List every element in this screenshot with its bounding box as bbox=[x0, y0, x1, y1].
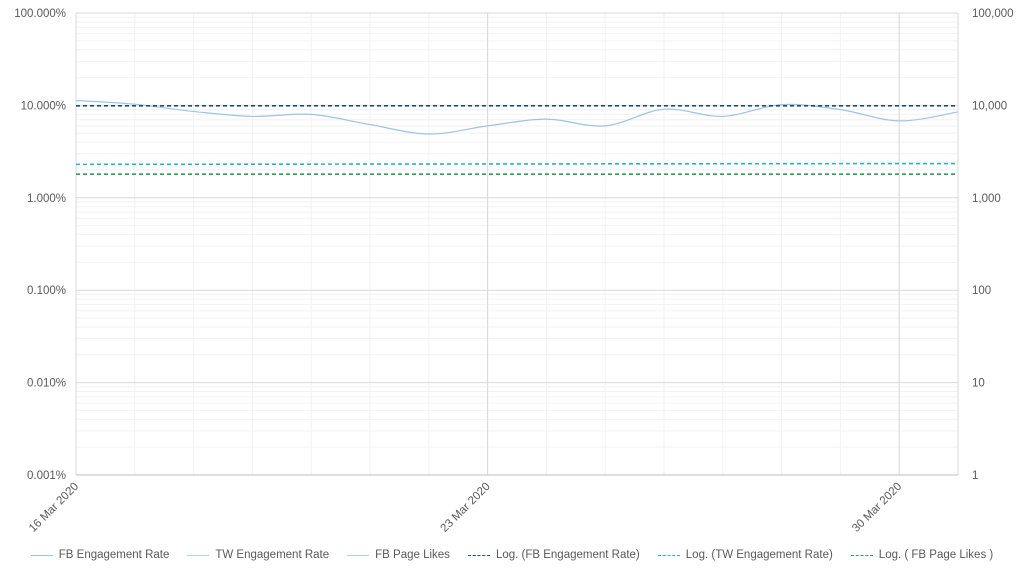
right-axis-tick-label: 100 bbox=[972, 285, 991, 297]
legend-label: Log. (FB Engagement Rate) bbox=[495, 549, 640, 561]
legend-item: Log. (TW Engagement Rate) bbox=[657, 549, 833, 561]
legend-swatch bbox=[347, 554, 370, 556]
legend: FB Engagement Rate TW Engagement Rate FB P… bbox=[0, 549, 1024, 561]
right-axis-tick-labels: 1 10 100 1,000 10,000 100,000 bbox=[972, 8, 1014, 482]
left-axis-tick-label: 100.000% bbox=[14, 8, 66, 20]
legend-swatch bbox=[30, 554, 53, 556]
legend-swatch bbox=[467, 554, 490, 556]
plot-frame bbox=[75, 13, 959, 476]
right-axis-tick-label: 1 bbox=[972, 470, 978, 482]
legend-swatch bbox=[850, 554, 873, 556]
legend-label: Log. ( FB Page Likes ) bbox=[878, 549, 994, 561]
legend-item: FB Engagement Rate bbox=[30, 549, 170, 561]
legend-item: TW Engagement Rate bbox=[187, 549, 329, 561]
major-gridlines bbox=[75, 12, 958, 476]
legend-label: Log. (TW Engagement Rate) bbox=[685, 549, 833, 561]
left-axis-tick-label: 0.010% bbox=[27, 378, 66, 390]
left-axis-tick-label: 0.100% bbox=[27, 285, 66, 297]
legend-item: FB Page Likes bbox=[347, 549, 450, 561]
x-axis-tick-label: 30 Mar 2020 bbox=[850, 481, 904, 535]
series-layer bbox=[75, 99, 959, 176]
series-line-log-tw-engagement-rate bbox=[75, 162, 959, 166]
legend-label: FB Page Likes bbox=[375, 549, 450, 561]
legend-item: Log. ( FB Page Likes ) bbox=[850, 549, 994, 561]
x-axis-tick-label: 23 Mar 2020 bbox=[439, 481, 493, 535]
left-axis-tick-label: 10.000% bbox=[21, 100, 66, 112]
legend-swatch bbox=[187, 554, 210, 556]
right-axis-tick-label: 10,000 bbox=[972, 100, 1007, 112]
left-axis-tick-labels: 0.001% 0.010% 0.100% 1.000% 10.000% 100.000% bbox=[14, 8, 66, 482]
legend-label: TW Engagement Rate bbox=[215, 549, 330, 561]
chart: 0.001%0.010%0.100%1.000%10.000%100.000% … bbox=[14, 8, 1014, 535]
legend-label: FB Engagement Rate bbox=[58, 549, 170, 561]
legend-item: Log. (FB Engagement Rate) bbox=[467, 549, 640, 561]
right-axis-tick-label: 10 bbox=[972, 378, 985, 390]
left-axis-tick-label: 1.000% bbox=[27, 193, 66, 205]
minor-gridlines bbox=[76, 13, 958, 475]
legend-swatch bbox=[657, 554, 680, 556]
right-axis-tick-label: 100,000 bbox=[972, 8, 1014, 20]
x-axis-tick-label: 16 Mar 2020 bbox=[27, 481, 81, 535]
x-axis-tick-labels: 16 Mar 2020 23 Mar 2020 30 Mar 2020 bbox=[27, 481, 904, 535]
left-axis-tick-label: 0.001% bbox=[27, 470, 66, 482]
right-axis-tick-label: 1,000 bbox=[972, 193, 1001, 205]
